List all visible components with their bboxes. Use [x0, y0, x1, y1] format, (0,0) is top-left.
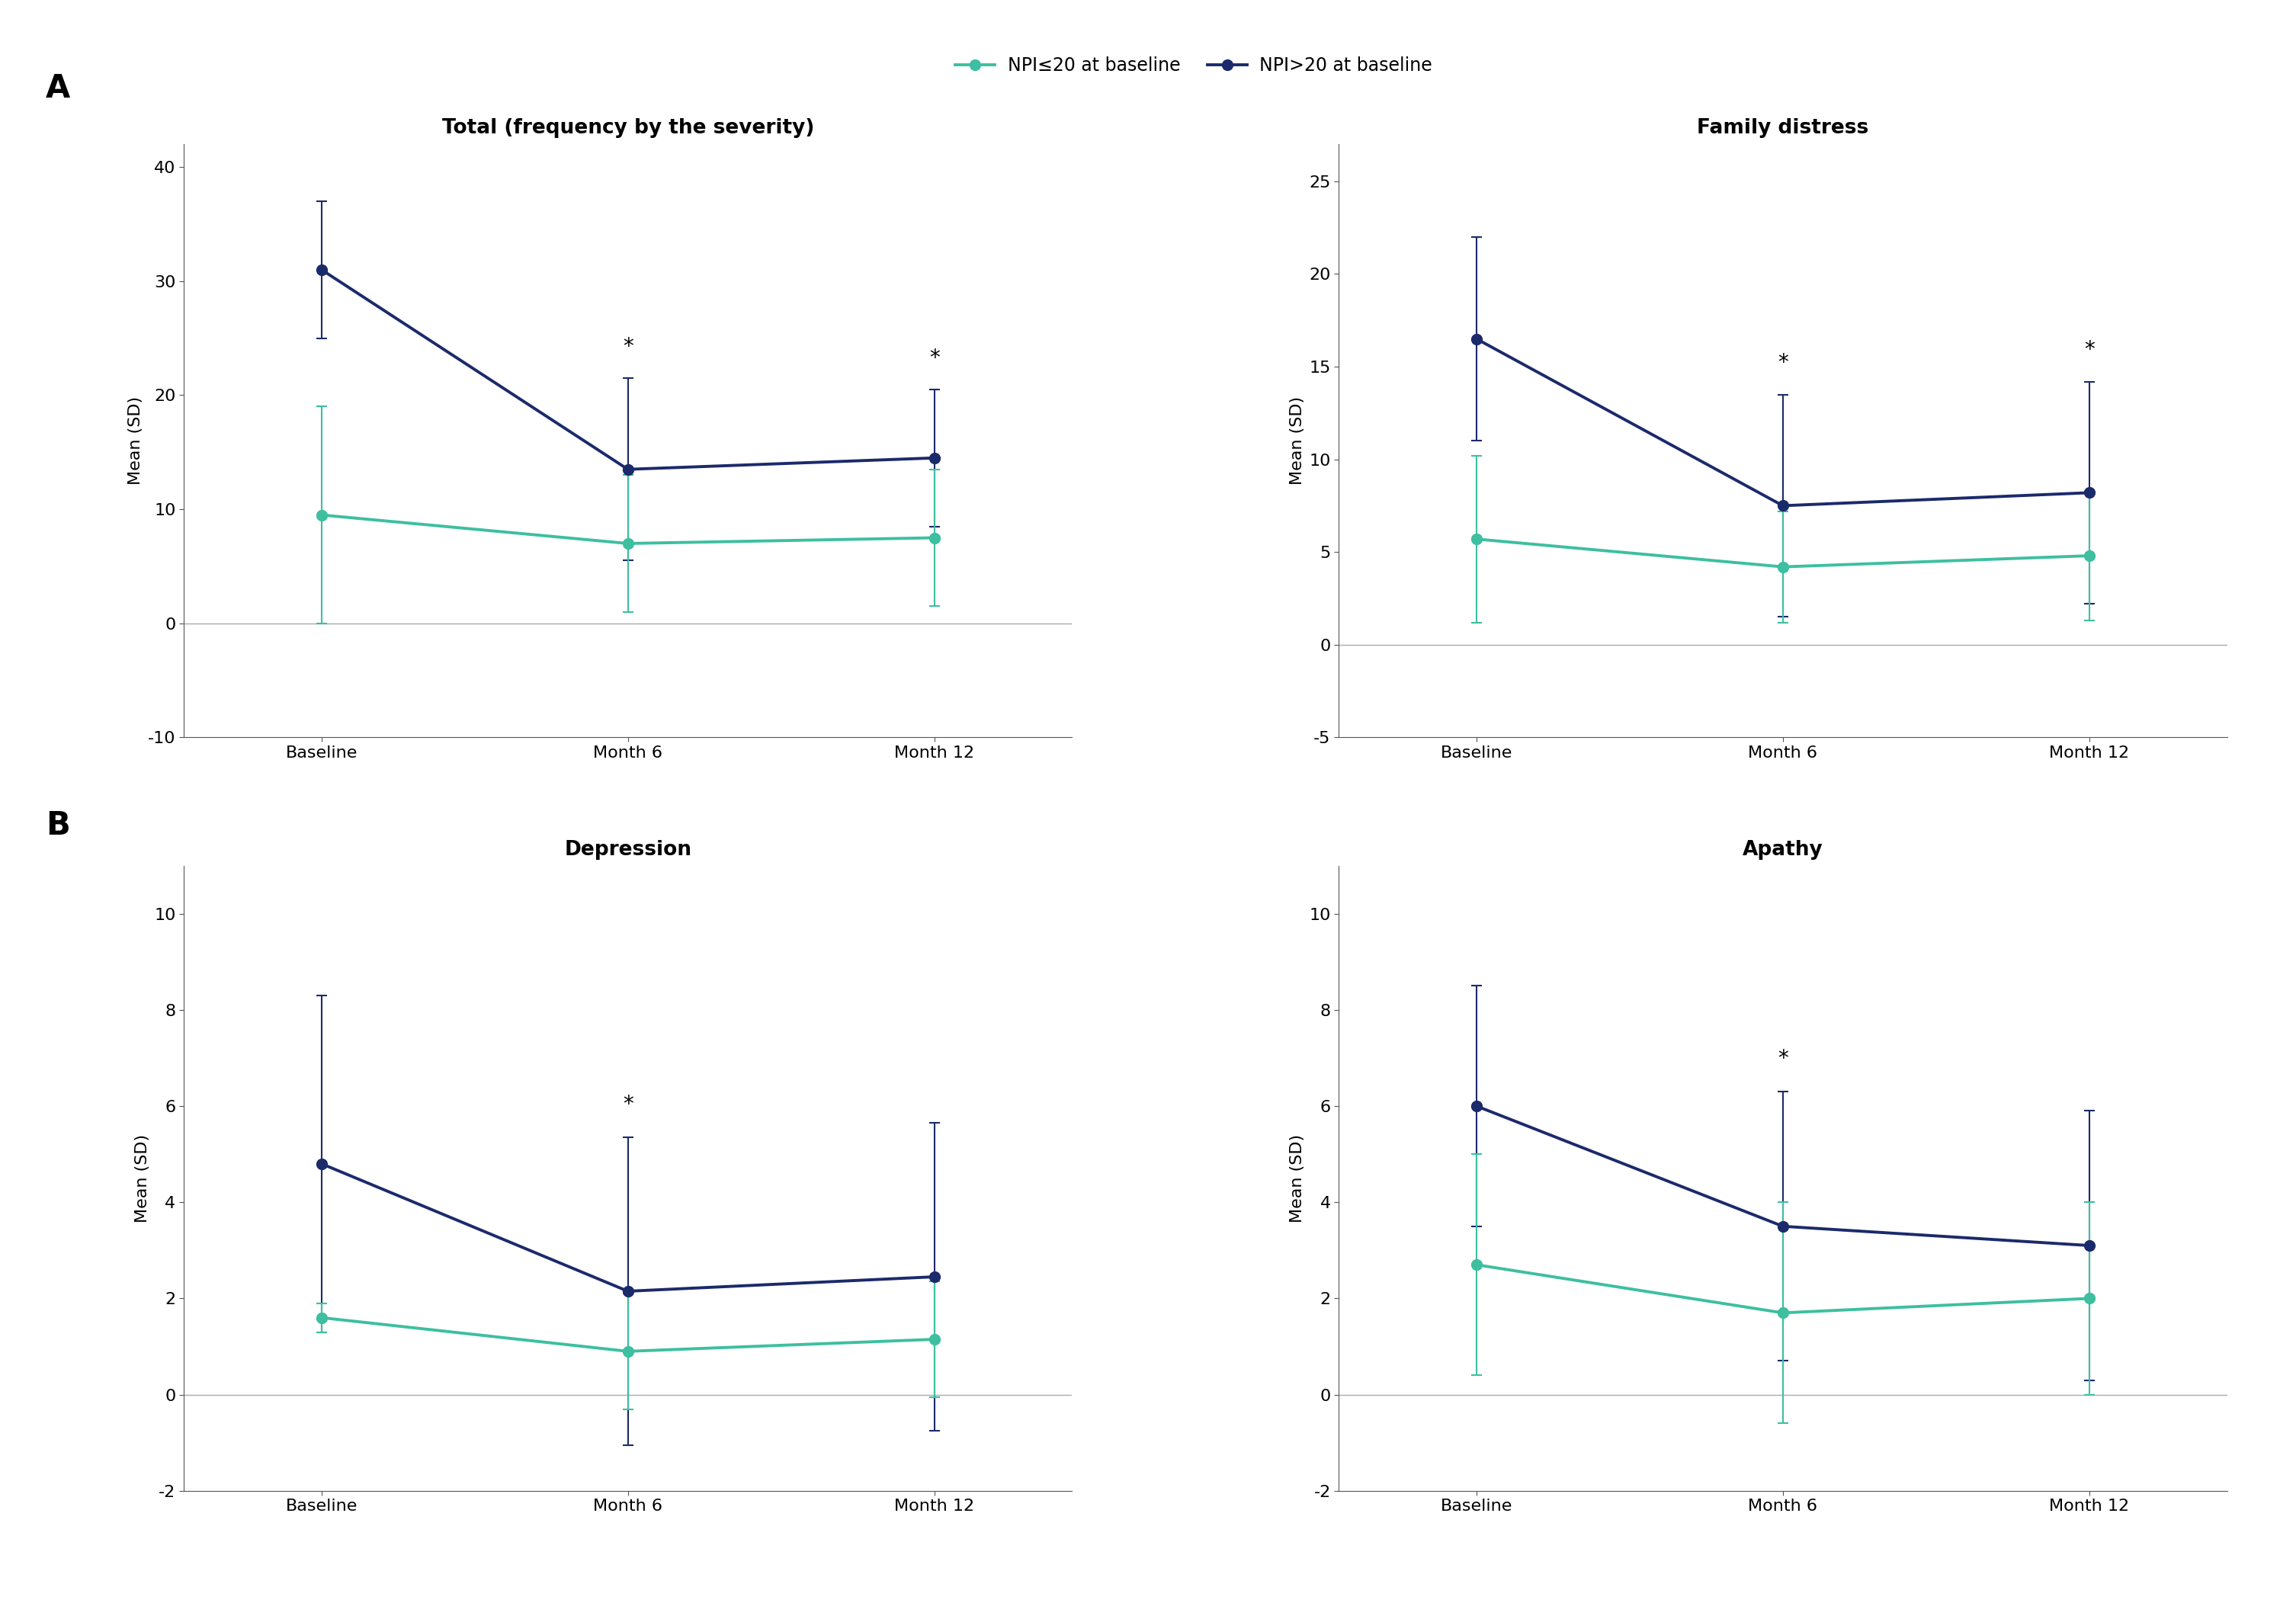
Y-axis label: Mean (SD): Mean (SD)	[1290, 396, 1304, 486]
Title: Total (frequency by the severity): Total (frequency by the severity)	[441, 119, 815, 138]
Text: B: B	[46, 810, 71, 842]
Title: Family distress: Family distress	[1697, 119, 1869, 138]
Text: *: *	[1777, 353, 1789, 373]
Text: *: *	[622, 337, 634, 357]
Title: Depression: Depression	[565, 840, 691, 859]
Text: *: *	[930, 348, 939, 369]
Text: A: A	[46, 72, 71, 104]
Legend: NPI≤20 at baseline, NPI>20 at baseline: NPI≤20 at baseline, NPI>20 at baseline	[948, 50, 1440, 82]
Y-axis label: Mean (SD): Mean (SD)	[129, 396, 145, 486]
Text: *: *	[622, 1095, 634, 1116]
Text: *: *	[2085, 340, 2094, 361]
Title: Apathy: Apathy	[1743, 840, 1823, 859]
Y-axis label: Mean (SD): Mean (SD)	[1290, 1133, 1304, 1223]
Y-axis label: Mean (SD): Mean (SD)	[135, 1133, 149, 1223]
Text: *: *	[1777, 1048, 1789, 1069]
